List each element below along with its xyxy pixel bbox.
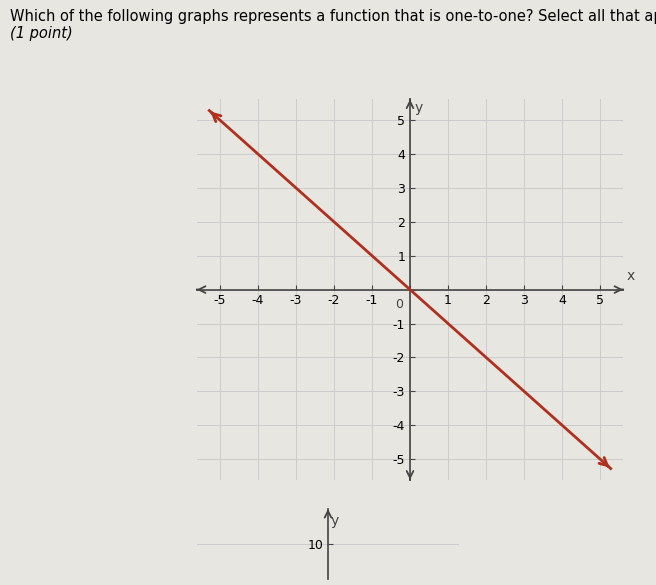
Text: (1 point): (1 point): [10, 26, 73, 42]
Text: 0: 0: [395, 298, 403, 311]
Text: y: y: [331, 514, 339, 528]
Text: y: y: [415, 101, 423, 115]
Text: Which of the following graphs represents a function that is one-to-one? Select a: Which of the following graphs represents…: [10, 9, 656, 24]
Text: x: x: [627, 269, 635, 283]
